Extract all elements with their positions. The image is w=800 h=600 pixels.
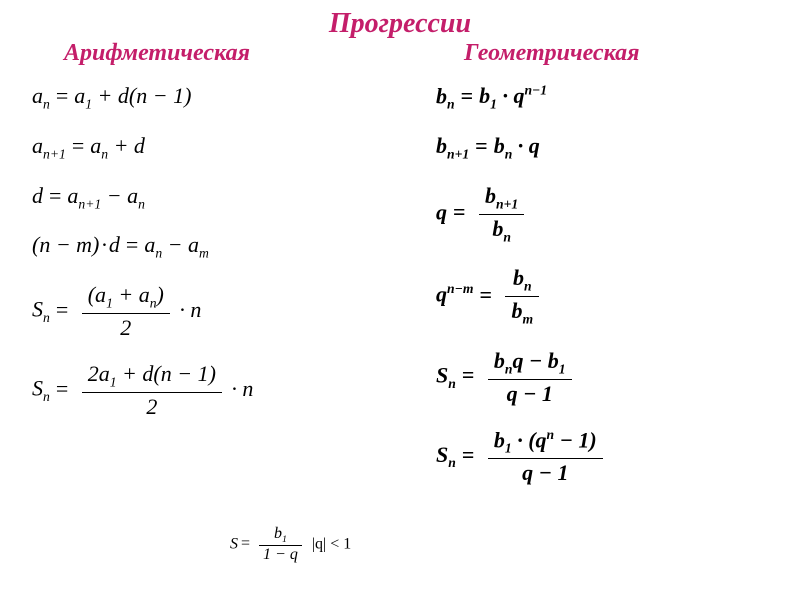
frac-den: 2 bbox=[82, 393, 222, 420]
left-heading: Арифметическая bbox=[24, 40, 376, 67]
formula-a-n1: an+1=an + d bbox=[32, 133, 376, 163]
columns-container: Арифметическая an=a1 + d(n − 1) an+1=an … bbox=[0, 40, 800, 506]
frac-num: bnq − b1 bbox=[488, 348, 572, 380]
formula-b-n1: bn+1=bn · q bbox=[436, 133, 776, 163]
frac-den: q − 1 bbox=[488, 459, 603, 486]
right-column: Геометрическая bn=b1 · qn−1 bn+1=bn · q … bbox=[400, 40, 800, 506]
frac-den: 1 − q bbox=[259, 546, 302, 564]
formula-nm-d: (n − m)·d=an − am bbox=[32, 232, 376, 262]
formula-sn-g1: Sn= bnq − b1 q − 1 bbox=[436, 348, 776, 407]
right-heading: Геометрическая bbox=[424, 40, 776, 67]
formula-sn-1: Sn= (a1 + an) 2 · n bbox=[32, 282, 376, 341]
page-title: Прогрессии bbox=[0, 0, 800, 40]
frac-den: 2 bbox=[82, 314, 170, 341]
frac-num: b1 bbox=[259, 525, 302, 546]
formula-q-nm: qn−m= bn bm bbox=[436, 265, 776, 328]
frac-den: q − 1 bbox=[488, 380, 572, 407]
formula-s-infinite: S= b1 1 − q |q| < 1 bbox=[230, 525, 351, 564]
frac-num: bn bbox=[505, 265, 539, 297]
rhs: a1 + d(n − 1) bbox=[74, 83, 191, 108]
frac-den: bn bbox=[479, 215, 524, 246]
condition: |q| < 1 bbox=[312, 535, 351, 552]
formula-b-n: bn=b1 · qn−1 bbox=[436, 83, 776, 113]
frac-num: b1 · (qn − 1) bbox=[488, 427, 603, 459]
frac-tail: · n bbox=[177, 297, 203, 322]
frac-num: 2a1 + d(n − 1) bbox=[82, 361, 222, 393]
formula-sn-2: Sn= 2a1 + d(n − 1) 2 · n bbox=[32, 361, 376, 420]
rhs: bn · q bbox=[494, 133, 540, 158]
rhs: an + d bbox=[90, 133, 145, 158]
frac-num: bn+1 bbox=[479, 183, 524, 215]
formula-d: d=an+1 − an bbox=[32, 183, 376, 213]
frac-tail: · n bbox=[229, 376, 255, 401]
formula-q: q= bn+1 bn bbox=[436, 183, 776, 246]
formula-sn-g2: Sn= b1 · (qn − 1) q − 1 bbox=[436, 427, 776, 486]
rhs: b1 · qn−1 bbox=[479, 83, 547, 108]
formula-a-n: an=a1 + d(n − 1) bbox=[32, 83, 376, 113]
rhs: an+1 − an bbox=[67, 183, 145, 208]
left-column: Арифметическая an=a1 + d(n − 1) an+1=an … bbox=[0, 40, 400, 506]
frac-den: bm bbox=[505, 297, 539, 328]
frac-num: (a1 + an) bbox=[82, 282, 170, 314]
rhs: an − am bbox=[144, 232, 209, 257]
